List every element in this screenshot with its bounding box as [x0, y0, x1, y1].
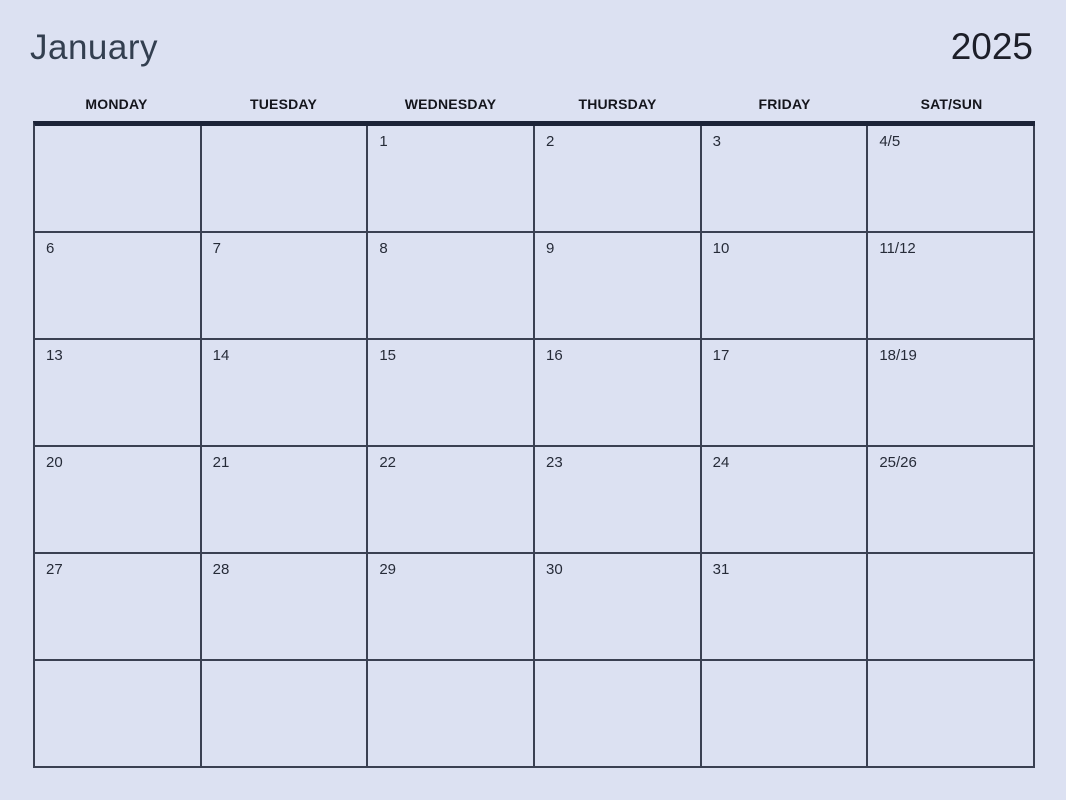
year-title: 2025: [950, 26, 1033, 67]
day-cell-weekend: 25/26: [868, 447, 1035, 554]
day-cell: [201, 661, 369, 768]
day-cell: 10: [701, 233, 869, 340]
day-cell: 3: [701, 126, 869, 233]
day-cell: 15: [368, 340, 535, 447]
day-cell: 22: [368, 447, 535, 554]
day-cell: 30: [535, 554, 702, 661]
day-cell-weekend: [868, 661, 1035, 768]
day-cell: 29: [368, 554, 535, 661]
weekday-label-wednesday: WEDNESDAY: [404, 96, 497, 112]
day-cell-weekend: 18/19: [868, 340, 1035, 447]
day-cell: 8: [368, 233, 535, 340]
day-cell: 6: [35, 233, 202, 340]
day-cell: 13: [35, 340, 202, 447]
day-cell: [35, 126, 202, 233]
day-cell: 28: [201, 554, 369, 661]
day-cell: 16: [535, 340, 702, 447]
day-cell: 1: [368, 126, 535, 233]
weekday-label-tuesday: TUESDAY: [249, 96, 317, 112]
weekday-label-monday: MONDAY: [85, 96, 148, 112]
weekday-label-thursday: THURSDAY: [578, 96, 657, 112]
day-cell-weekend: 11/12: [868, 233, 1035, 340]
day-cell: [201, 126, 369, 233]
weekday-label-friday: FRIDAY: [758, 96, 811, 112]
day-cell: 2: [535, 126, 702, 233]
day-cell: 20: [35, 447, 202, 554]
calendar-table: 1 2 3 4/5 6 7 8 9 10 11/12 13 14 15 16 1…: [33, 121, 1035, 768]
day-cell: [35, 661, 202, 768]
day-cell: 24: [701, 447, 869, 554]
day-cell-weekend: 4/5: [868, 126, 1035, 233]
weekday-label-satsun: SAT/SUN: [920, 96, 983, 112]
day-cell-weekend: [868, 554, 1035, 661]
day-cell: 14: [201, 340, 369, 447]
month-title: January: [30, 28, 159, 67]
day-cell: [701, 661, 869, 768]
day-cell: 9: [535, 233, 702, 340]
day-cell: 23: [535, 447, 702, 554]
day-cell: 31: [701, 554, 869, 661]
day-cell: 7: [201, 233, 369, 340]
title-bar: January 2025: [30, 26, 1033, 68]
weekday-header-row: MONDAY TUESDAY WEDNESDAY THURSDAY FRIDAY…: [33, 96, 1035, 112]
day-cell: [368, 661, 535, 768]
day-cell: 17: [701, 340, 869, 447]
day-cell: [535, 661, 702, 768]
day-cell: 21: [201, 447, 369, 554]
day-cell: 27: [35, 554, 202, 661]
